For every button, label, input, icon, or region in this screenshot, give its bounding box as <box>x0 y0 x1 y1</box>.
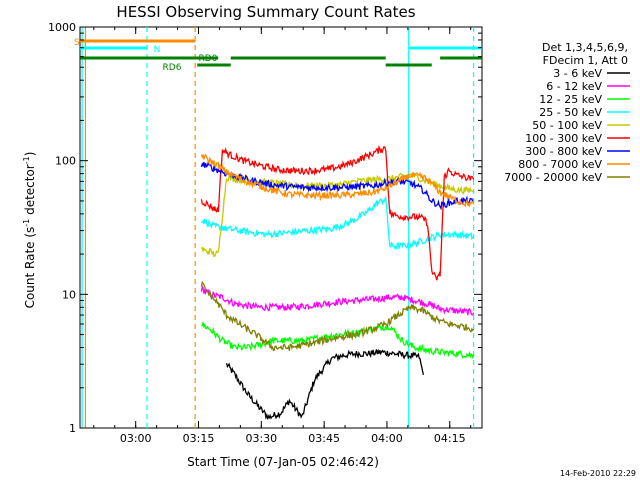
series-line-8 <box>200 280 475 352</box>
series-line-3 <box>200 195 474 251</box>
flag-label-s: S <box>74 38 80 48</box>
observing-flag-bars: S N RD0 RD6 <box>74 38 482 73</box>
y-label-part3: ) <box>23 152 37 157</box>
legend-label-1: 6 - 12 keV <box>546 80 602 93</box>
chart-title: HESSI Observing Summary Count Rates <box>116 3 415 21</box>
y-label-part2: detector <box>23 164 37 219</box>
series-line-0 <box>225 348 425 420</box>
legend-header-0: Det 1,3,4,5,6,9, <box>542 41 628 54</box>
legend-label-6: 300 - 800 keV <box>525 145 602 158</box>
y-label-part1: Count Rate (s <box>23 227 37 309</box>
flag-label-rd0: RD0 <box>199 54 218 64</box>
legend-label-4: 50 - 100 keV <box>532 119 602 132</box>
y-label-sup1: -1 <box>22 219 31 227</box>
x-axis-label: Start Time (07-Jan-05 02:46:42) <box>187 455 379 469</box>
legend-label-5: 100 - 300 keV <box>525 132 602 145</box>
legend-label-7: 800 - 7000 keV <box>518 158 602 171</box>
footer-timestamp: 14-Feb-2010 22:29 <box>560 469 636 478</box>
legend-label-0: 3 - 6 keV <box>553 67 602 80</box>
x-tick-label-0: 03:00 <box>120 432 152 445</box>
x-tick-label-5: 04:15 <box>434 432 466 445</box>
legend: Det 1,3,4,5,6,9,FDecim 1, Att 03 - 6 keV… <box>504 41 630 184</box>
vertical-markers <box>81 27 475 428</box>
flag-label-rd6: RD6 <box>163 63 182 73</box>
series-line-6 <box>200 161 474 211</box>
flag-label-n: N <box>154 45 161 55</box>
axes: 03:00 03:15 03:30 03:45 04:00 04:15 1 10 100 1000 <box>48 21 482 445</box>
y-tick-label-1: 10 <box>62 288 76 301</box>
y-axis-label: Count Rate (s-1 detector-1) <box>22 152 37 309</box>
y-tick-label-3: 1000 <box>48 21 76 34</box>
series-line-7 <box>200 153 475 208</box>
data-series <box>200 145 475 420</box>
plot-area-frame <box>79 26 483 429</box>
legend-label-2: 12 - 25 keV <box>539 93 602 106</box>
series-line-1 <box>200 284 475 316</box>
y-tick-label-0: 1 <box>69 422 76 435</box>
x-tick-label-3: 03:45 <box>308 432 340 445</box>
legend-header-1: FDecim 1, Att 0 <box>543 54 628 67</box>
y-tick-label-2: 100 <box>55 155 76 168</box>
x-tick-label-2: 03:30 <box>245 432 277 445</box>
series-line-2 <box>201 322 475 360</box>
y-label-sup2: -1 <box>22 156 31 164</box>
legend-label-3: 25 - 50 keV <box>539 106 602 119</box>
series-line-5 <box>200 145 475 281</box>
legend-label-8: 7000 - 20000 keV <box>504 171 602 184</box>
x-tick-label-4: 04:00 <box>371 432 403 445</box>
x-tick-label-1: 03:15 <box>183 432 215 445</box>
